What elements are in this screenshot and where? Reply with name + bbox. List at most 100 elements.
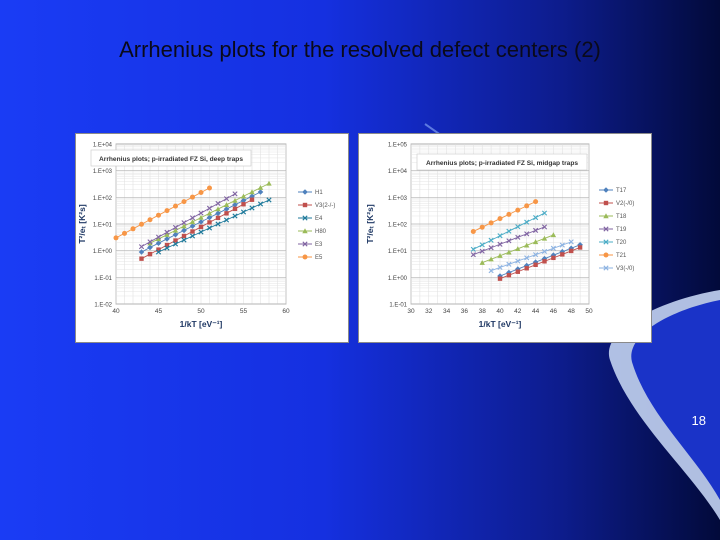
y-tick-label: 1.E+04 [388,169,408,175]
data-point [189,233,196,239]
data-point [173,238,178,243]
y-tick-label: 1.E+01 [388,249,408,255]
legend-label: T21 [616,253,627,259]
data-point [470,246,476,252]
data-point [232,197,238,203]
legend-label: E5 [315,255,323,261]
data-point [266,180,272,186]
series-E5 [113,185,212,241]
data-point [223,217,230,223]
legend-label: V2(-/0) [616,201,634,207]
data-point [147,217,153,223]
data-point [138,244,145,250]
x-tick-label: 34 [443,308,451,315]
data-point [147,239,153,245]
data-point [541,235,548,241]
series-line [499,247,581,280]
data-point [515,246,521,251]
x-tick-label: 48 [568,308,576,315]
legend-item: H1 [298,189,323,196]
data-point [164,245,170,251]
y-axis-label: T²/eₜ [K²s] [77,204,87,244]
data-point [302,228,308,234]
series-T20 [470,210,548,252]
data-point [603,265,609,271]
y-tick-label: 1.E+02 [388,223,408,229]
data-point [266,197,272,203]
data-point [603,226,609,232]
series-T18 [479,232,557,265]
x-axis-label: 1/kT [eV⁻¹] [479,319,522,329]
data-point [533,252,539,258]
x-tick-label: 40 [112,308,120,315]
data-point [181,220,187,226]
y-tick-label: 1.E+00 [93,249,113,255]
data-point [302,189,308,195]
data-point [569,248,574,254]
data-point [164,236,170,242]
legend-item: H80 [298,228,327,235]
data-point [206,210,213,216]
data-point [240,209,247,215]
data-point [249,205,255,211]
data-point [215,215,221,221]
data-point [515,258,521,264]
data-point [524,266,529,271]
data-point [506,261,512,267]
data-point [155,236,162,242]
data-point [189,215,196,221]
legend-item: V3(-/0) [599,265,634,272]
legend-label: V3(2-/-) [315,203,335,209]
data-point [156,247,161,252]
data-point [155,240,162,246]
data-point [181,227,187,234]
data-point [488,237,494,243]
data-point [130,226,136,232]
data-point [223,202,230,207]
data-point [577,245,583,250]
legend-item: E4 [298,215,323,222]
y-tick-label: 1.E+01 [93,223,113,229]
data-point [181,233,187,239]
data-point [542,259,547,264]
chart-deep-traps: 1.E-02 1.E-01 1.E+00 1.E+01 1.E+02 1.E+03 1.E+… [77,143,335,330]
data-point [198,210,204,216]
legend-label: V3(-/0) [616,266,634,272]
legend-item: V3(2-/-) [298,202,335,209]
y-tick-label: 1.E+02 [93,196,113,202]
data-point [173,203,178,209]
data-point [181,237,187,243]
legend-label: T20 [616,240,627,246]
series-V3(2-/-) [139,197,255,261]
legend-item: T21 [599,252,627,259]
legend-label: H80 [315,229,327,235]
y-tick-label: 1.E+03 [388,196,408,202]
y-tick-label: 1.E+03 [93,169,113,175]
legend-item: T19 [599,226,627,233]
data-point [240,193,247,199]
y-tick-label: 1.E+05 [388,143,408,149]
grid-lines [410,144,590,305]
series-line [499,244,581,277]
data-point [488,268,494,274]
data-point [232,213,238,219]
legend-item: T17 [599,187,627,194]
data-point [190,229,195,234]
data-point [470,228,476,234]
x-tick-label: 42 [514,308,522,315]
data-point [497,241,503,247]
data-point [560,252,565,257]
data-point [524,255,530,261]
data-point [302,202,308,208]
data-point [506,211,512,217]
chart-panel-deep-traps: 1.E-02 1.E-01 1.E+00 1.E+01 1.E+02 1.E+03 1.E+… [75,133,349,343]
data-point [155,234,162,240]
data-point [207,185,212,191]
data-point [506,273,512,278]
legend-item: E5 [298,254,323,261]
data-point [603,252,609,258]
data-point [241,202,246,207]
data-point [156,212,161,218]
data-point [232,206,238,211]
